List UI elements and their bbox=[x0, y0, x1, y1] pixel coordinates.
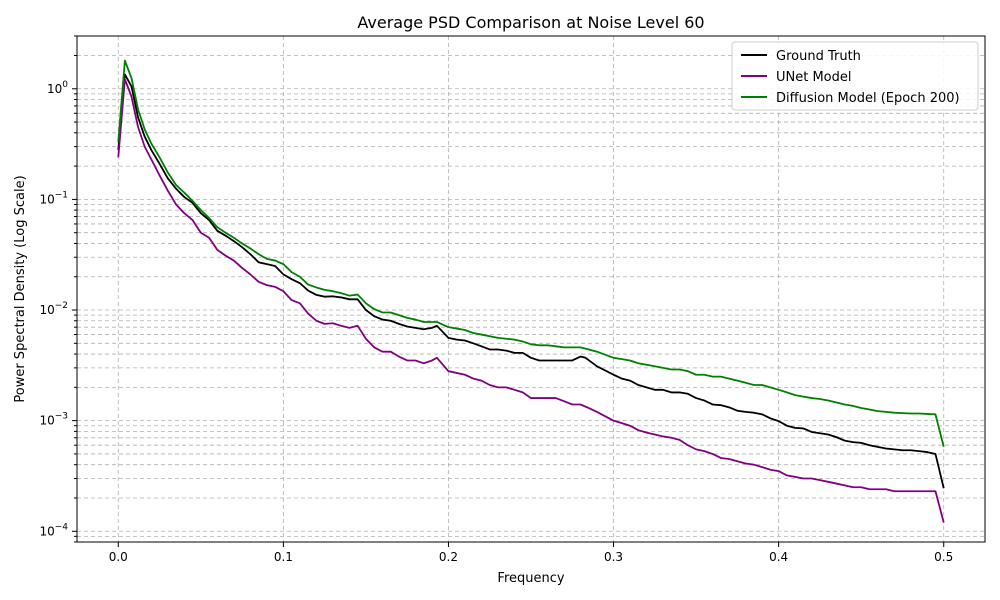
x-tick-label: 0.0 bbox=[109, 550, 128, 564]
legend-label-unet-model: UNet Model bbox=[776, 70, 852, 85]
x-tick-label: 0.5 bbox=[934, 550, 953, 564]
x-tick-label: 0.4 bbox=[769, 550, 788, 564]
y-tick-label: 10−4 bbox=[39, 522, 68, 538]
legend-box bbox=[731, 41, 979, 111]
legend: Ground Truth UNet Model Diffusion Model … bbox=[731, 41, 979, 111]
y-axis-label: Power Spectral Density (Log Scale) bbox=[13, 175, 28, 402]
x-tick-label: 0.2 bbox=[439, 550, 458, 564]
x-tick-label: 0.1 bbox=[274, 550, 293, 564]
legend-label-ground-truth: Ground Truth bbox=[776, 49, 861, 64]
legend-label-diffusion-model: Diffusion Model (Epoch 200) bbox=[776, 91, 960, 106]
x-axis-label: Frequency bbox=[497, 571, 564, 586]
y-tick-label: 100 bbox=[47, 80, 68, 96]
series-lines bbox=[117, 59, 945, 523]
x-axis-ticks: 0.0 0.1 0.2 0.3 0.4 0.5 bbox=[109, 542, 953, 564]
series-line-unet-model bbox=[117, 78, 945, 523]
x-tick-label: 0.3 bbox=[604, 550, 623, 564]
y-tick-label: 10−1 bbox=[39, 190, 68, 206]
series-line-ground-truth bbox=[117, 73, 945, 489]
series-line-diffusion-model-epoch-200 bbox=[117, 59, 945, 448]
y-tick-label: 10−3 bbox=[39, 412, 68, 428]
plot-frame bbox=[76, 35, 986, 543]
y-tick-label: 10−2 bbox=[39, 301, 68, 317]
chart-title: Average PSD Comparison at Noise Level 60 bbox=[357, 13, 704, 32]
y-axis-ticks: 10−4 10−3 10−2 10−1 100 bbox=[39, 35, 77, 543]
